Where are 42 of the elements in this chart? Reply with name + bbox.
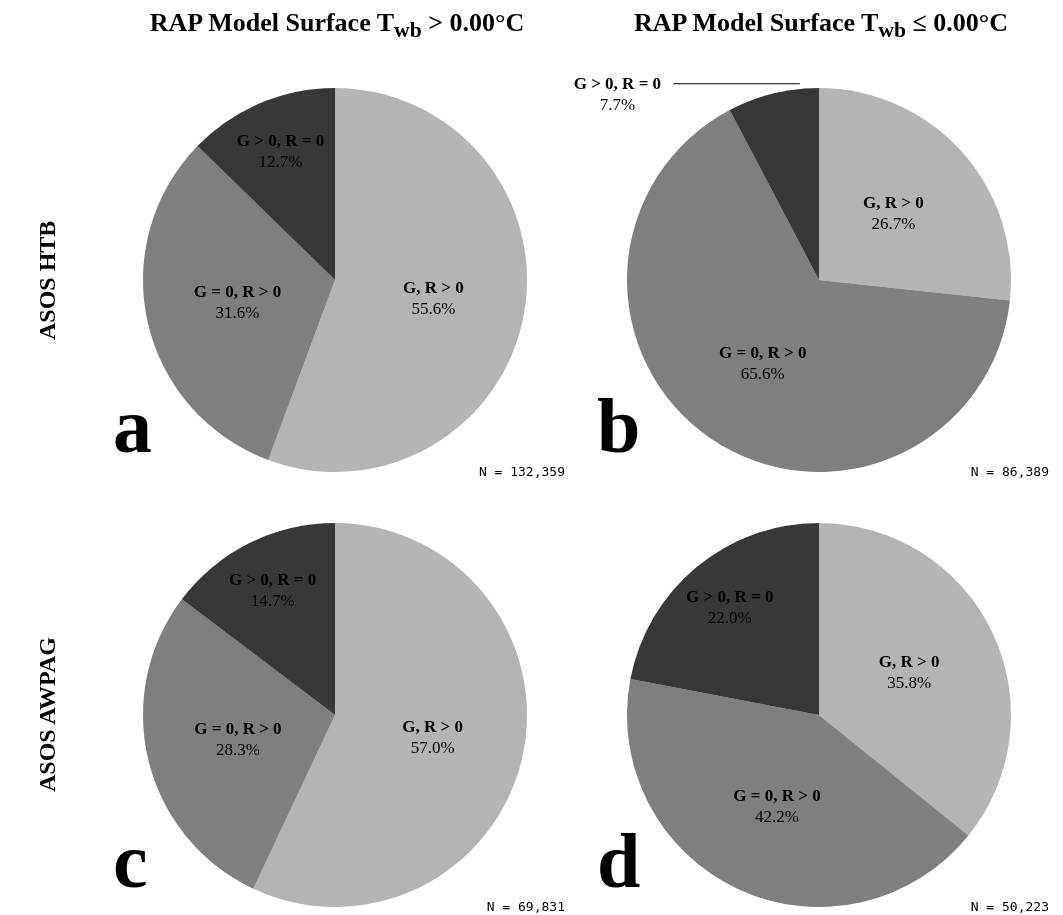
data-label: 26.7%: [871, 214, 916, 234]
slice-label: G, R > 0: [863, 193, 924, 213]
chart-title: RAP Model Surface T$_{wb}$ > 0.00°C: [148, 8, 526, 44]
text: a: [113, 382, 152, 469]
data-label: 31.6%: [215, 302, 260, 322]
slice-label: G > 0, R = 0: [236, 131, 325, 151]
pie-slice: [819, 88, 1011, 301]
text: c: [113, 817, 148, 904]
data-label: 12.7%: [258, 152, 303, 172]
pie-slice: [197, 88, 335, 280]
data-label: 28.3%: [215, 739, 260, 759]
text: N = 69,831: [486, 899, 565, 914]
pie-slice: [630, 523, 819, 715]
data-label: 57.0%: [410, 737, 455, 757]
slice-label: G = 0, R > 0: [193, 281, 282, 301]
slice-label: G, R > 0: [403, 277, 464, 297]
slice-label: G, R > 0: [402, 716, 463, 736]
slice-label: G = 0, R > 0: [719, 342, 807, 362]
text: ASOS HTB: [33, 219, 61, 342]
data-label: 65.6%: [740, 363, 785, 383]
slice-label: G = 0, R > 0: [194, 718, 282, 738]
text: N = 86,389: [970, 464, 1049, 479]
text: N = 50,223: [970, 899, 1049, 914]
text: b: [597, 382, 641, 469]
pie-slice: [729, 88, 819, 280]
text: ASOS AWPAG: [33, 636, 61, 795]
chart-title: RAP Model Surface T$_{wb}$ ≤ 0.00°C: [633, 8, 1009, 44]
slice-label: G > 0, R = 0: [573, 73, 662, 93]
data-label: 14.7%: [250, 590, 295, 610]
data-label: 7.7%: [599, 94, 636, 114]
text: d: [597, 817, 641, 904]
data-label: 42.2%: [755, 806, 799, 826]
slice-label: G > 0, R = 0: [228, 569, 317, 589]
slice-label: G = 0, R > 0: [733, 785, 821, 805]
data-label: 55.6%: [411, 298, 456, 318]
pie-slice: [181, 523, 335, 715]
slice-label: G, R > 0: [878, 651, 940, 671]
data-label: 22.0%: [707, 608, 752, 628]
text: N = 132,359: [478, 464, 565, 479]
data-label: 35.8%: [887, 672, 932, 692]
slice-label: G > 0, R = 0: [686, 587, 774, 607]
pie-slice: [819, 523, 1011, 836]
